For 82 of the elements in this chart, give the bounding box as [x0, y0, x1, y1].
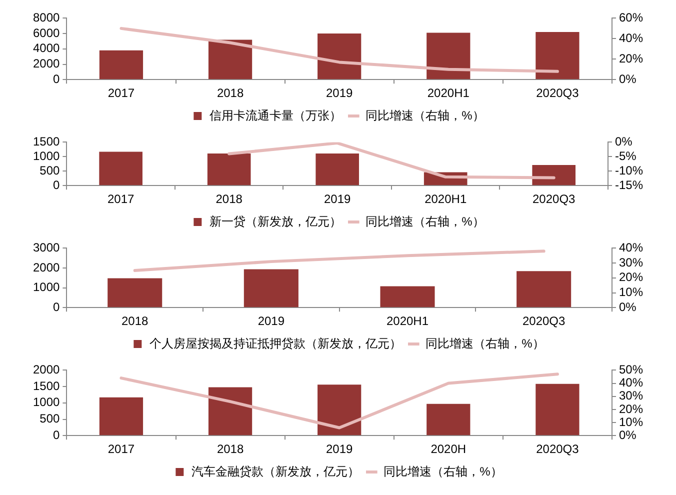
x-tick-label: 2019	[258, 314, 285, 328]
y2-tick-label: 50%	[618, 362, 644, 377]
x-tick-label: 2020H1	[424, 192, 467, 206]
y-tick-label: 0	[53, 72, 60, 86]
y2-tick-label: 0%	[618, 428, 637, 442]
y2-tick-label: 40%	[618, 240, 644, 255]
x-tick-label: 2020Q3	[522, 314, 566, 328]
y-tick-label: 0	[53, 178, 60, 192]
legend-label: 信用卡流通卡量（万张）	[210, 108, 342, 122]
x-tick-label: 2018	[216, 442, 244, 456]
y2-tick-label: 40%	[618, 30, 644, 45]
y2-tick-label: 30%	[618, 255, 644, 270]
x-tick-label: 2018	[216, 86, 244, 100]
x-tick-label: 2020H	[430, 442, 466, 456]
y2-tick-label: 10%	[618, 285, 644, 300]
y2-tick-label: 0%	[614, 134, 633, 149]
legend-label: 同比增速（右轴，%）	[426, 336, 544, 350]
bar	[380, 286, 435, 308]
bar	[316, 153, 359, 186]
x-tick-label: 2020H1	[386, 314, 429, 328]
y-tick-label: 1000	[32, 395, 60, 410]
bar	[99, 397, 144, 436]
y2-tick-label: 30%	[618, 388, 644, 403]
y2-tick-label: 0%	[618, 72, 637, 86]
y2-tick-label: 20%	[618, 51, 644, 66]
y-tick-label: 500	[40, 163, 60, 178]
bar	[208, 387, 252, 436]
legend-label: 同比增速（右轴，%）	[366, 108, 484, 122]
x-tick-label: 2017	[108, 442, 135, 456]
bar	[207, 153, 251, 186]
bar	[318, 384, 362, 436]
y2-tick-label: -5%	[614, 148, 637, 163]
y-tick-label: 1500	[32, 134, 60, 149]
legend-label: 同比增速（右轴，%）	[384, 464, 502, 478]
bar	[532, 165, 576, 186]
y2-tick-label: 10%	[618, 414, 644, 429]
y-tick-label: 500	[40, 412, 60, 426]
y2-tick-label: -15%	[614, 178, 644, 192]
y-tick-label: 1000	[32, 280, 60, 294]
bar	[99, 152, 142, 186]
legend-label: 个人房屋按揭及持证抵押贷款（新发放，亿元）	[150, 336, 402, 350]
y-tick-label: 8000	[32, 10, 60, 25]
x-tick-label: 2020Q3	[536, 86, 580, 100]
bar	[99, 50, 144, 80]
y2-tick-label: 40%	[618, 376, 644, 390]
y2-tick-label: 20%	[618, 402, 644, 416]
bar	[108, 278, 162, 308]
y-tick-label: 0	[53, 300, 60, 314]
bar	[208, 40, 252, 80]
y-tick-label: 1000	[32, 148, 60, 163]
y-tick-label: 2000	[32, 362, 60, 377]
y-tick-label: 2000	[32, 56, 60, 71]
legend-label: 同比增速（右轴，%）	[366, 214, 484, 228]
x-tick-label: 2017	[108, 86, 135, 100]
y-tick-label: 2000	[32, 260, 60, 274]
bar	[318, 34, 362, 80]
bar	[244, 269, 298, 308]
x-tick-label: 2018	[122, 314, 149, 328]
y2-tick-label: 0%	[618, 300, 637, 314]
x-tick-label: 2019	[324, 192, 352, 206]
x-tick-label: 2019	[326, 442, 354, 456]
y-tick-label: 4000	[32, 41, 60, 56]
bar	[426, 32, 470, 80]
legend-label: 新一贷（新发放，亿元）	[210, 214, 342, 228]
bar	[516, 271, 572, 308]
x-tick-label: 2017	[107, 192, 134, 206]
y2-tick-label: 20%	[618, 270, 644, 284]
x-tick-label: 2019	[326, 86, 354, 100]
y-tick-label: 1500	[32, 378, 60, 393]
x-tick-label: 2020Q3	[536, 442, 580, 456]
y2-tick-label: 60%	[618, 10, 644, 25]
bar	[536, 32, 580, 80]
y-tick-label: 6000	[32, 26, 60, 40]
x-tick-label: 2020H1	[427, 86, 470, 100]
bar	[536, 384, 580, 436]
bar	[426, 404, 470, 436]
y-tick-label: 0	[53, 428, 60, 442]
y2-tick-label: -10%	[614, 163, 644, 178]
x-tick-label: 2018	[216, 192, 243, 206]
x-tick-label: 2020Q3	[532, 192, 576, 206]
y-tick-label: 3000	[32, 240, 60, 255]
legend-label: 汽车金融贷款（新发放，亿元）	[192, 464, 360, 478]
